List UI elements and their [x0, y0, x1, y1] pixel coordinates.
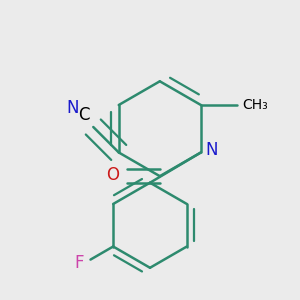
Text: F: F: [74, 254, 84, 272]
Text: N: N: [66, 99, 79, 117]
Text: O: O: [106, 166, 119, 184]
Text: C: C: [79, 106, 90, 124]
Text: CH₃: CH₃: [242, 98, 268, 112]
Text: N: N: [206, 141, 218, 159]
